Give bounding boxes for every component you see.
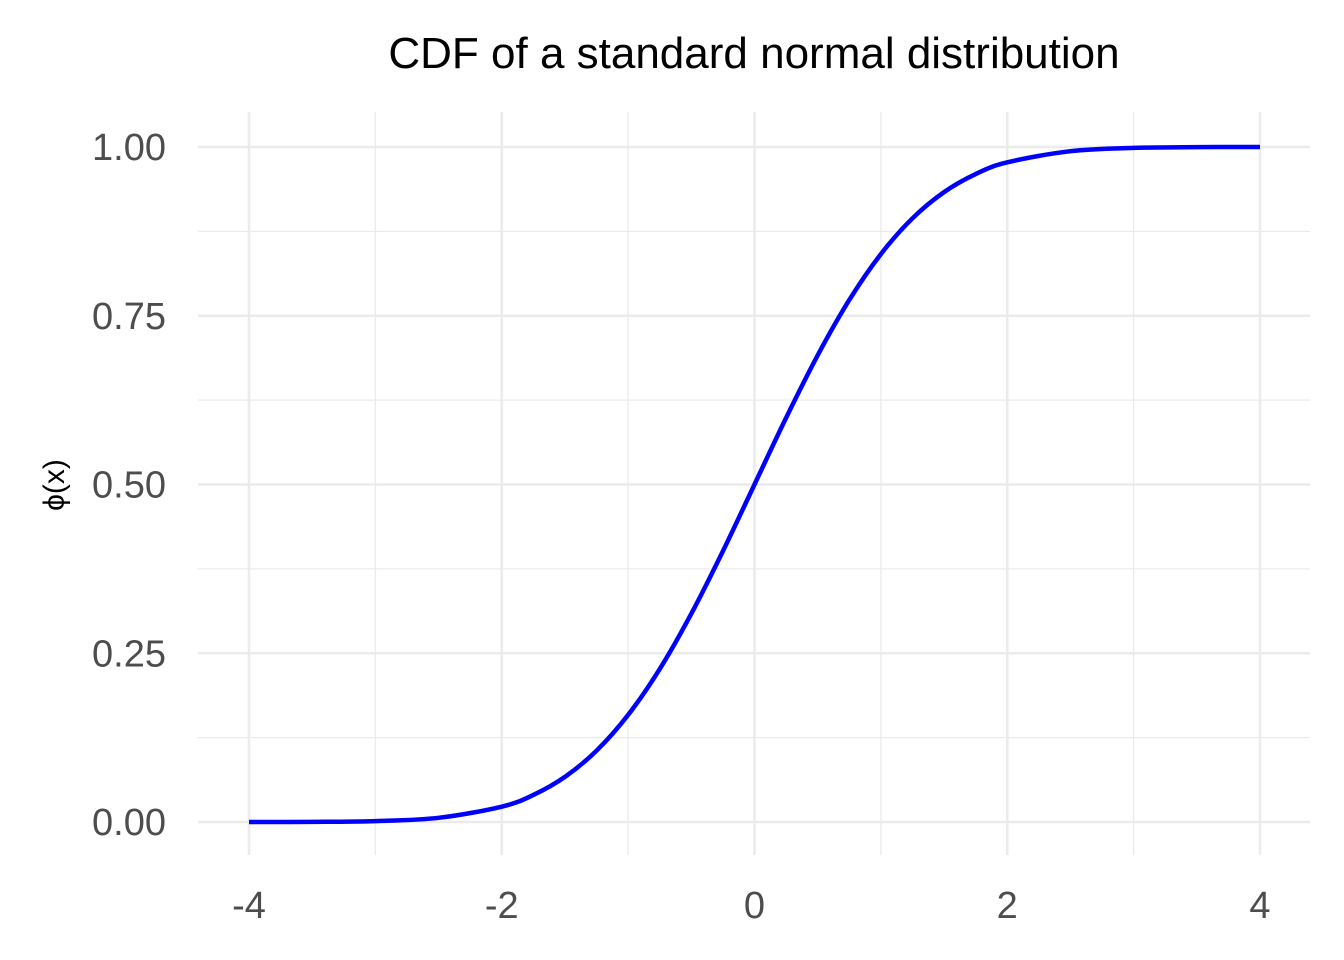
y-axis-label: ϕ(x) [38, 459, 71, 511]
y-tick-label: 0.50 [92, 465, 166, 507]
grid-layer [198, 112, 1310, 855]
cdf-series-line [248, 144, 1261, 825]
x-tick-label: -2 [485, 885, 519, 927]
x-tick-label: -4 [232, 885, 266, 927]
y-tick-label: 1.00 [92, 127, 166, 169]
y-tick-label: 0.25 [92, 633, 166, 675]
chart-title: CDF of a standard normal distribution [388, 29, 1119, 78]
x-tick-label: 0 [744, 885, 765, 927]
y-tick-label: 0.00 [92, 802, 166, 844]
tick-layer: -4 -2 0 2 4 0.00 0.25 0.50 0.75 1.00 [92, 127, 1271, 927]
series-layer [248, 144, 1261, 825]
x-tick-label: 2 [997, 885, 1018, 927]
x-tick-label: 4 [1249, 885, 1270, 927]
y-tick-label: 0.75 [92, 296, 166, 338]
